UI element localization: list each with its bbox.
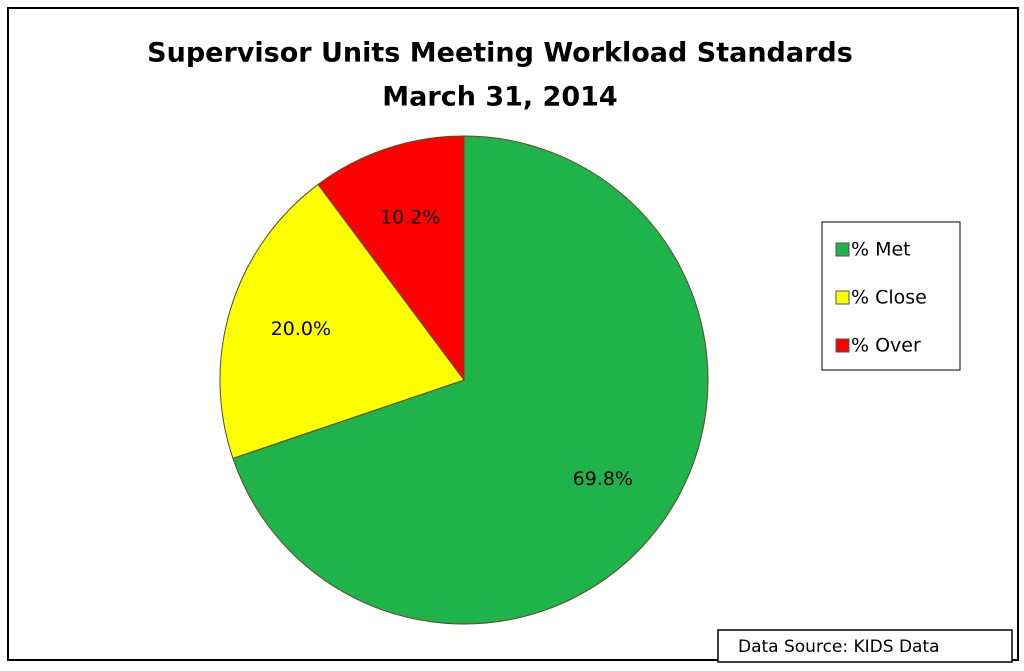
data-label: 69.8% — [573, 468, 633, 490]
legend-label: % Close — [851, 287, 927, 309]
source-box — [717, 629, 1013, 663]
source-annotation: Data Source: KIDS Data — [738, 637, 940, 657]
pie-slice — [232, 135, 709, 625]
legend-swatch — [835, 290, 850, 305]
data-label: 20.0% — [271, 318, 331, 340]
legend-label: % Met — [851, 239, 911, 261]
legend-swatch — [835, 338, 850, 353]
pie-slice — [317, 135, 465, 382]
chart-title: Supervisor Units Meeting Workload Standa… — [147, 38, 853, 69]
legend-label: % Over — [851, 335, 921, 357]
data-label: 10.2% — [380, 206, 440, 228]
pie-slice — [219, 183, 465, 459]
legend-swatch — [835, 242, 850, 257]
chart-subtitle: March 31, 2014 — [382, 82, 617, 113]
